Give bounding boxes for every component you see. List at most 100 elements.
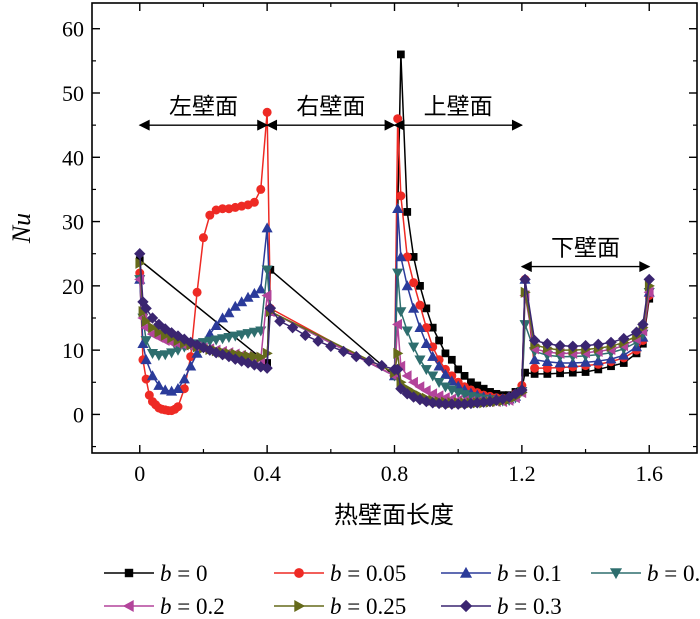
data-point (192, 287, 202, 297)
data-point (415, 300, 425, 310)
annotation-label: 上壁面 (424, 94, 493, 120)
data-point (441, 349, 450, 358)
legend-label: b = 0 (160, 561, 207, 586)
data-point (403, 208, 412, 216)
data-point (408, 342, 420, 353)
legend-marker (294, 568, 304, 578)
data-point (236, 330, 248, 341)
data-point (217, 312, 229, 323)
legend-label: b = 0.25 (330, 594, 406, 619)
data-point (248, 359, 261, 371)
data-point (396, 191, 406, 201)
legend-item: b = 0 (104, 561, 207, 586)
data-point (392, 318, 403, 330)
data-point (420, 385, 431, 397)
data-point (261, 265, 273, 276)
data-point (146, 312, 159, 324)
annotation-label: 下壁面 (551, 236, 620, 262)
data-point (530, 363, 540, 373)
data-point (618, 349, 630, 360)
data-point (392, 268, 404, 279)
data-point (393, 114, 403, 124)
data-point (567, 340, 579, 352)
data-point (350, 350, 362, 363)
data-point (205, 210, 215, 220)
series-layer (134, 50, 655, 416)
data-point (256, 351, 267, 363)
annotation-label: 左壁面 (169, 94, 238, 120)
data-point (166, 348, 178, 359)
x-tick-label: 0 (134, 461, 145, 486)
data-point (427, 388, 438, 400)
data-point (250, 351, 261, 363)
data-point (217, 334, 229, 345)
data-point (392, 363, 404, 376)
legend-item: b = 0.05 (274, 561, 406, 586)
legend-item: b = 0.25 (274, 594, 406, 619)
y-tick-label: 30 (62, 210, 84, 235)
data-point (210, 335, 222, 346)
data-point (256, 184, 266, 194)
data-point (519, 320, 531, 331)
y-axis-title: Nu (7, 213, 36, 244)
legend-item: b = 0.1 (441, 561, 562, 586)
data-point (264, 302, 276, 315)
data-point (210, 320, 222, 331)
y-tick-label: 60 (62, 17, 84, 42)
data-point (439, 368, 451, 379)
data-point (401, 280, 413, 291)
data-point (140, 336, 152, 347)
data-point (262, 107, 272, 117)
data-point (637, 318, 649, 331)
data-point (580, 356, 592, 367)
data-point (337, 345, 350, 358)
wall-annotation: 上壁面 (393, 94, 523, 131)
data-point (261, 289, 272, 302)
data-point (408, 302, 420, 313)
data-point (242, 329, 254, 340)
data-point (605, 336, 617, 349)
data-point (554, 357, 566, 368)
data-point (401, 326, 413, 337)
x-tick-label: 1.6 (635, 461, 663, 486)
legend-item: b = 0.2 (104, 594, 225, 619)
data-point (529, 354, 541, 365)
data-point (554, 339, 566, 352)
data-point (274, 315, 286, 327)
data-point (407, 376, 418, 388)
annotation-label: 右壁面 (296, 94, 365, 120)
data-point (396, 50, 405, 59)
data-point (630, 326, 643, 338)
wall-annotation: 左壁面 (138, 94, 269, 131)
data-point (363, 355, 375, 367)
data-point (579, 339, 592, 352)
data-point (198, 233, 208, 243)
data-point (409, 278, 419, 288)
data-point (519, 273, 531, 286)
data-point (159, 384, 171, 395)
data-point (153, 350, 165, 361)
data-point (541, 356, 553, 367)
data-point (261, 362, 273, 374)
data-point (393, 347, 404, 359)
x-tick-label: 0.8 (381, 461, 409, 486)
y-tick-label: 50 (62, 81, 84, 106)
data-point (395, 251, 407, 262)
data-point (148, 322, 159, 334)
legend-item: b = 0.3 (441, 594, 562, 619)
legend-label: b = 0.2 (160, 594, 225, 619)
legend-marker (459, 566, 473, 578)
data-point (454, 365, 463, 374)
data-point (185, 360, 197, 371)
data-point (159, 350, 171, 361)
axis-ticks: 0 0.4 0.8 1.2 1.6 0 10 20 30 40 50 60 (62, 3, 697, 486)
series-6 (134, 248, 655, 410)
legend-marker (609, 568, 623, 580)
data-point (420, 338, 432, 349)
y-tick-label: 10 (62, 338, 84, 363)
data-point (618, 332, 630, 345)
data-point (414, 355, 426, 366)
data-point (255, 283, 267, 294)
data-point (460, 371, 469, 380)
